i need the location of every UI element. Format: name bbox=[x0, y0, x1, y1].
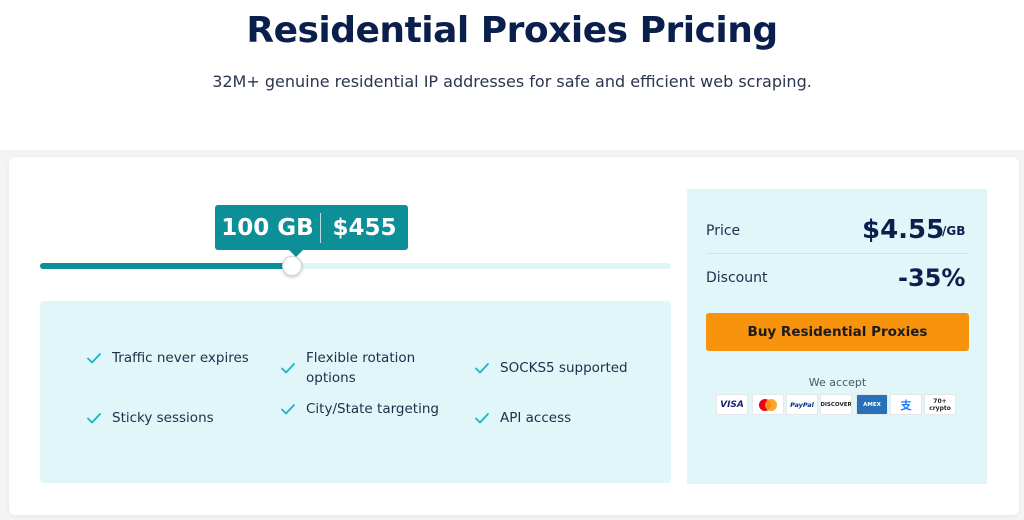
check-icon bbox=[281, 363, 295, 374]
feature-item: SOCKS5 supported bbox=[474, 358, 640, 378]
feature-item: API access bbox=[474, 408, 640, 428]
amex-icon: AMEX bbox=[856, 394, 888, 415]
slider-handle[interactable] bbox=[282, 256, 303, 276]
hero-section: Residential Proxies Pricing 32M+ genuine… bbox=[0, 0, 1024, 150]
traffic-amount: 100 GB bbox=[221, 214, 314, 241]
check-icon bbox=[87, 413, 101, 424]
paypal-icon: PayPal bbox=[786, 394, 818, 415]
check-icon bbox=[475, 363, 489, 374]
page-subtitle: 32M+ genuine residential IP addresses fo… bbox=[212, 72, 812, 91]
total-price: $455 bbox=[332, 214, 397, 241]
check-icon bbox=[475, 413, 489, 424]
tooltip-arrow bbox=[289, 250, 303, 257]
discount-label: Discount bbox=[706, 270, 768, 286]
discount-value: -35% bbox=[898, 264, 966, 292]
check-icon bbox=[281, 404, 295, 415]
crypto-icon: 70+ crypto bbox=[924, 394, 956, 415]
price-unit: /GB bbox=[942, 224, 966, 238]
buy-residential-proxies-button[interactable]: Buy Residential Proxies bbox=[706, 313, 969, 351]
price-per-gb: $4.55 bbox=[862, 215, 945, 245]
mastercard-icon bbox=[752, 394, 784, 415]
discover-icon: DISCOVER bbox=[820, 394, 852, 415]
page-title: Residential Proxies Pricing bbox=[246, 10, 778, 51]
feature-item: Flexible rotation options bbox=[280, 348, 446, 388]
feature-label: Sticky sessions bbox=[112, 410, 214, 426]
alipay-icon: 支 bbox=[890, 394, 922, 415]
visa-icon: VISA bbox=[716, 394, 748, 415]
summary-divider bbox=[706, 253, 969, 254]
feature-label: API access bbox=[500, 410, 572, 426]
feature-item: City/State targeting bbox=[280, 399, 446, 419]
feature-item: Sticky sessions bbox=[86, 408, 252, 428]
feature-label: Traffic never expires bbox=[112, 350, 249, 366]
slider-track[interactable] bbox=[40, 263, 671, 269]
tooltip-divider bbox=[320, 212, 321, 243]
features-panel bbox=[40, 301, 671, 483]
feature-label: Flexible rotation options bbox=[306, 350, 416, 386]
feature-label: City/State targeting bbox=[306, 401, 439, 417]
price-label: Price bbox=[706, 223, 741, 239]
slider-fill bbox=[40, 263, 293, 269]
feature-label: SOCKS5 supported bbox=[500, 360, 628, 376]
check-icon bbox=[87, 353, 101, 364]
feature-item: Traffic never expires bbox=[86, 348, 252, 368]
we-accept-label: We accept bbox=[808, 376, 867, 389]
slider-value-tooltip: 100 GB $455 bbox=[215, 205, 408, 250]
